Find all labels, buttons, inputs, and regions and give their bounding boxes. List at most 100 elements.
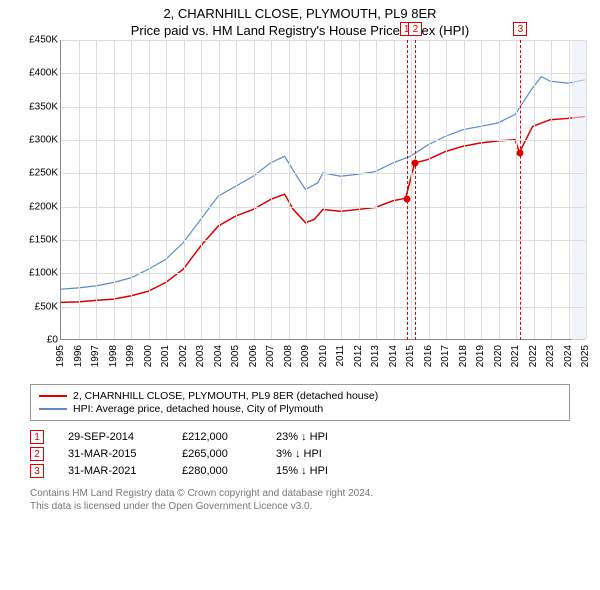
x-axis-label: 2001 [160, 345, 171, 367]
x-axis-label: 2012 [353, 345, 364, 367]
tx-price: £265,000 [182, 448, 252, 460]
tx-date: 31-MAR-2015 [68, 448, 158, 460]
gridline-v [271, 40, 272, 339]
y-axis-label: £450K [29, 35, 58, 46]
tx-price: £280,000 [182, 465, 252, 477]
x-axis-label: 2013 [370, 345, 381, 367]
x-axis-label: 2008 [283, 345, 294, 367]
marker-vline [415, 40, 416, 340]
x-axis-label: 2010 [318, 345, 329, 367]
x-axis-label: 2007 [265, 345, 276, 367]
gridline-v [324, 40, 325, 339]
footer-line2: This data is licensed under the Open Gov… [30, 500, 570, 513]
tx-number: 2 [30, 447, 44, 461]
gridline-v [569, 40, 570, 339]
legend-label: HPI: Average price, detached house, City… [73, 403, 323, 415]
gridline-v [394, 40, 395, 339]
legend-label: 2, CHARNHILL CLOSE, PLYMOUTH, PL9 8ER (d… [73, 390, 378, 402]
chart-title: 2, CHARNHILL CLOSE, PLYMOUTH, PL9 8ER Pr… [0, 0, 600, 40]
gridline-v [306, 40, 307, 339]
tx-diff: 15% ↓ HPI [276, 465, 356, 477]
x-axis-label: 2011 [335, 345, 346, 367]
y-axis-label: £100K [29, 268, 58, 279]
transaction-row: 3 31-MAR-2021 £280,000 15% ↓ HPI [30, 464, 570, 478]
gridline-v [551, 40, 552, 339]
gridline-v [464, 40, 465, 339]
marker-vline [407, 40, 408, 340]
marker-dot [403, 195, 410, 202]
footer-line1: Contains HM Land Registry data © Crown c… [30, 487, 570, 500]
marker-vline [520, 40, 521, 340]
x-axis-label: 2015 [405, 345, 416, 367]
gridline-v [359, 40, 360, 339]
legend-row: HPI: Average price, detached house, City… [39, 403, 561, 415]
title-line2: Price paid vs. HM Land Registry's House … [0, 23, 600, 38]
gridline-v [79, 40, 80, 339]
y-axis-label: £150K [29, 235, 58, 246]
gridline-v [219, 40, 220, 339]
tx-date: 29-SEP-2014 [68, 431, 158, 443]
x-axis-label: 1998 [108, 345, 119, 367]
legend-swatch [39, 408, 67, 410]
tx-price: £212,000 [182, 431, 252, 443]
marker-dot [412, 160, 419, 167]
gridline-v [499, 40, 500, 339]
gridline-v [429, 40, 430, 339]
title-line1: 2, CHARNHILL CLOSE, PLYMOUTH, PL9 8ER [0, 6, 600, 21]
gridline-v [516, 40, 517, 339]
x-axis-label: 2006 [248, 345, 259, 367]
y-axis-label: £400K [29, 68, 58, 79]
legend-row: 2, CHARNHILL CLOSE, PLYMOUTH, PL9 8ER (d… [39, 390, 561, 402]
legend-swatch [39, 395, 67, 397]
x-axis-label: 2000 [143, 345, 154, 367]
y-axis-label: £250K [29, 168, 58, 179]
x-axis-label: 2024 [563, 345, 574, 367]
x-axis-label: 2004 [213, 345, 224, 367]
gridline-v [376, 40, 377, 339]
x-axis-label: 1995 [55, 345, 66, 367]
x-axis-label: 2017 [440, 345, 451, 367]
x-axis-label: 2022 [528, 345, 539, 367]
plot-region: 123 [60, 40, 585, 340]
x-axis-label: 2018 [458, 345, 469, 367]
x-axis-label: 2021 [510, 345, 521, 367]
x-axis-label: 2025 [580, 345, 591, 367]
x-axis-label: 2014 [388, 345, 399, 367]
x-axis-label: 1999 [125, 345, 136, 367]
gridline-v [131, 40, 132, 339]
y-axis-label: £0 [47, 335, 58, 346]
gridline-v [586, 40, 587, 339]
x-axis-label: 2009 [300, 345, 311, 367]
tx-date: 31-MAR-2021 [68, 465, 158, 477]
footer: Contains HM Land Registry data © Crown c… [30, 487, 570, 513]
gridline-v [341, 40, 342, 339]
y-axis-label: £350K [29, 101, 58, 112]
gridline-v [481, 40, 482, 339]
y-axis-label: £50K [35, 301, 58, 312]
chart-area: 123 £0£50K£100K£150K£200K£250K£300K£350K… [20, 40, 590, 380]
x-axis-label: 1996 [73, 345, 84, 367]
x-axis-label: 1997 [90, 345, 101, 367]
gridline-v [254, 40, 255, 339]
gridline-v [96, 40, 97, 339]
transaction-row: 129-SEP-2014£212,00023% ↓ HPI [30, 430, 570, 444]
x-axis-label: 2023 [545, 345, 556, 367]
transaction-row: 231-MAR-2015£265,0003% ↓ HPI [30, 447, 570, 461]
forecast-shade [572, 40, 586, 340]
x-axis-label: 2005 [230, 345, 241, 367]
marker-box: 3 [513, 22, 527, 36]
marker-dot [517, 150, 524, 157]
gridline-v [236, 40, 237, 339]
gridline-v [114, 40, 115, 339]
x-axis-label: 2002 [178, 345, 189, 367]
x-axis-label: 2019 [475, 345, 486, 367]
x-axis-label: 2016 [423, 345, 434, 367]
tx-number: 3 [30, 464, 44, 478]
transactions-table: 129-SEP-2014£212,00023% ↓ HPI231-MAR-201… [30, 427, 570, 481]
marker-box: 2 [408, 22, 422, 36]
gridline-v [446, 40, 447, 339]
x-axis-label: 2003 [195, 345, 206, 367]
y-axis-label: £300K [29, 135, 58, 146]
gridline-v [289, 40, 290, 339]
legend: 2, CHARNHILL CLOSE, PLYMOUTH, PL9 8ER (d… [30, 384, 570, 421]
